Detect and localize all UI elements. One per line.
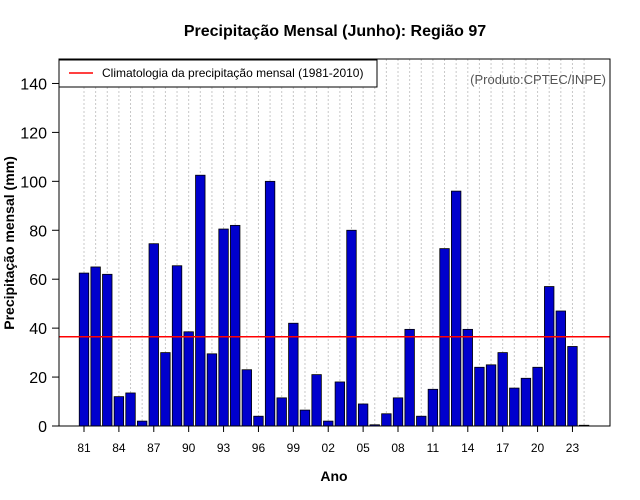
bar bbox=[555, 310, 566, 427]
y-tick-label: 140 bbox=[20, 76, 47, 93]
bar bbox=[485, 364, 497, 427]
x-tick-label: 23 bbox=[566, 441, 580, 455]
bar bbox=[206, 353, 218, 427]
y-axis-title: Precipitação mensal (mm) bbox=[1, 156, 17, 330]
bar bbox=[171, 265, 183, 427]
x-tick-label: 20 bbox=[531, 441, 545, 455]
bar bbox=[253, 415, 264, 427]
legend-box bbox=[58, 59, 378, 88]
bar bbox=[148, 243, 159, 427]
bar bbox=[136, 420, 148, 427]
y-tick-label: 20 bbox=[29, 370, 47, 387]
bar bbox=[195, 174, 206, 427]
x-tick-label: 17 bbox=[496, 441, 510, 455]
x-tick-label: 87 bbox=[147, 441, 161, 455]
bar bbox=[544, 286, 555, 427]
bar bbox=[334, 381, 346, 427]
x-tick-label: 84 bbox=[112, 441, 126, 455]
y-axis: 0 20 40 60 80 100 120 140 bbox=[20, 76, 59, 436]
bar bbox=[567, 346, 578, 427]
y-tick-label: 80 bbox=[29, 223, 47, 240]
bars-group bbox=[78, 174, 590, 427]
x-tick-label: 99 bbox=[287, 441, 301, 455]
legend: Climatologia da precipitação mensal (198… bbox=[58, 59, 378, 88]
y-tick-label: 60 bbox=[29, 272, 47, 289]
bar bbox=[230, 224, 241, 427]
bar bbox=[264, 180, 276, 427]
x-axis-title: Ano bbox=[320, 468, 347, 484]
x-tick-label: 11 bbox=[427, 441, 440, 455]
bar bbox=[381, 413, 392, 427]
bar bbox=[78, 272, 90, 427]
chart-title: Precipitação Mensal (Junho): Região 97 bbox=[184, 23, 486, 40]
bar bbox=[311, 374, 322, 427]
y-tick-label: 0 bbox=[38, 419, 47, 436]
plot-frame bbox=[58, 58, 611, 427]
bar bbox=[520, 377, 532, 427]
x-tick-label: 90 bbox=[182, 441, 196, 455]
bar bbox=[474, 366, 485, 427]
bar bbox=[125, 392, 136, 427]
bar bbox=[532, 366, 543, 427]
bar bbox=[288, 322, 299, 427]
bar bbox=[90, 266, 101, 427]
bar bbox=[323, 420, 334, 427]
bar bbox=[497, 352, 508, 427]
bar bbox=[392, 397, 404, 427]
bar bbox=[102, 273, 113, 427]
bar bbox=[451, 190, 462, 427]
bar bbox=[357, 403, 369, 427]
bar bbox=[509, 387, 520, 427]
bar bbox=[427, 388, 439, 427]
x-tick-label: 81 bbox=[77, 441, 91, 455]
y-tick-label: 40 bbox=[29, 321, 47, 338]
bar bbox=[404, 328, 415, 427]
bar bbox=[299, 409, 311, 427]
x-tick-label: 02 bbox=[322, 441, 336, 455]
grid-lines bbox=[83, 59, 585, 426]
bar bbox=[160, 352, 171, 427]
x-tick-label: 96 bbox=[252, 441, 266, 455]
x-tick-label: 05 bbox=[356, 441, 370, 455]
y-tick-label: 100 bbox=[20, 174, 47, 191]
x-tick-label: 14 bbox=[461, 441, 475, 455]
credit-text: (Produto:CPTEC/INPE) bbox=[470, 72, 606, 87]
x-tick-label: 08 bbox=[391, 441, 405, 455]
bar bbox=[113, 396, 125, 427]
bar bbox=[218, 228, 229, 427]
y-tick-label: 120 bbox=[20, 125, 47, 142]
bar bbox=[276, 397, 287, 427]
bar bbox=[241, 369, 252, 427]
x-tick-label: 93 bbox=[217, 441, 231, 455]
legend-label: Climatologia da precipitação mensal (198… bbox=[102, 66, 363, 80]
bar bbox=[462, 328, 473, 427]
bar bbox=[346, 229, 357, 427]
bar bbox=[416, 415, 427, 427]
bar bbox=[183, 331, 194, 427]
x-axis: 81 84 87 90 93 96 99 02 05 08 11 14 17 20 23 bbox=[77, 426, 579, 455]
